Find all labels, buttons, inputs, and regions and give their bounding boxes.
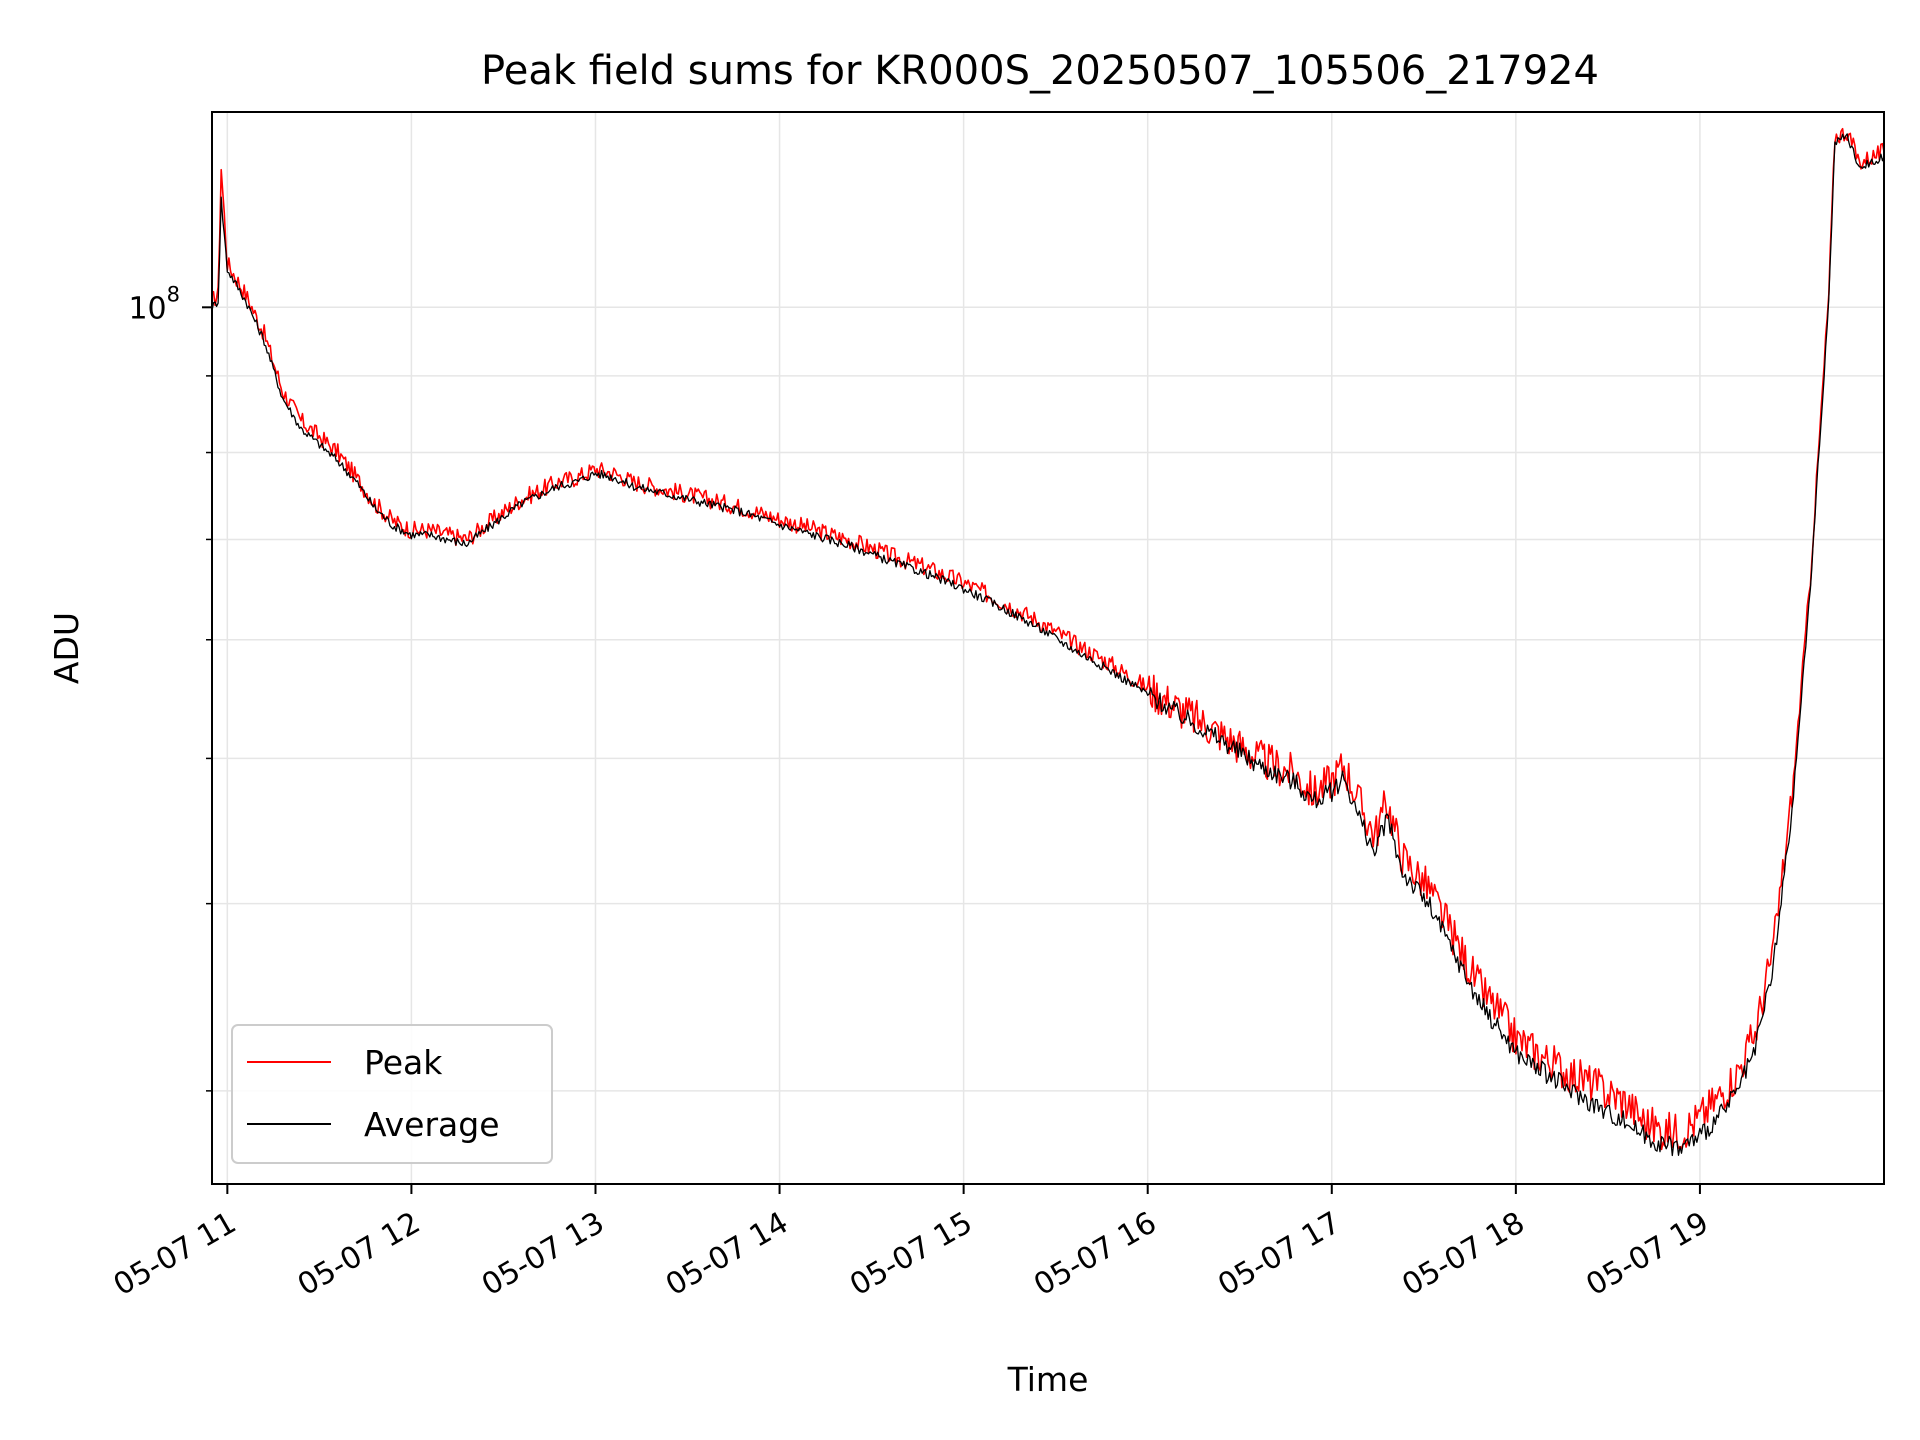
series-lines <box>211 127 1885 1157</box>
grid <box>212 112 1884 1184</box>
legend-label-average: Average <box>364 1105 500 1144</box>
y-axis-ticks: 108 <box>128 282 212 1092</box>
legend: Peak Average <box>231 1024 553 1164</box>
legend-label-peak: Peak <box>364 1043 443 1082</box>
x-axis-label: Time <box>1007 1360 1089 1399</box>
series-line-average <box>211 133 1885 1157</box>
y-axis-label: ADU <box>47 612 86 684</box>
plot-frame <box>211 111 1885 1185</box>
y-tick-exponent: 8 <box>167 282 180 306</box>
y-tick-base: 10 <box>128 291 166 326</box>
legend-box <box>231 1024 553 1164</box>
chart-title: Peak field sums for KR000S_20250507_1055… <box>481 48 1599 94</box>
y-tick-label-10e8: 108 <box>128 282 180 326</box>
series-line-peak <box>211 127 1885 1151</box>
